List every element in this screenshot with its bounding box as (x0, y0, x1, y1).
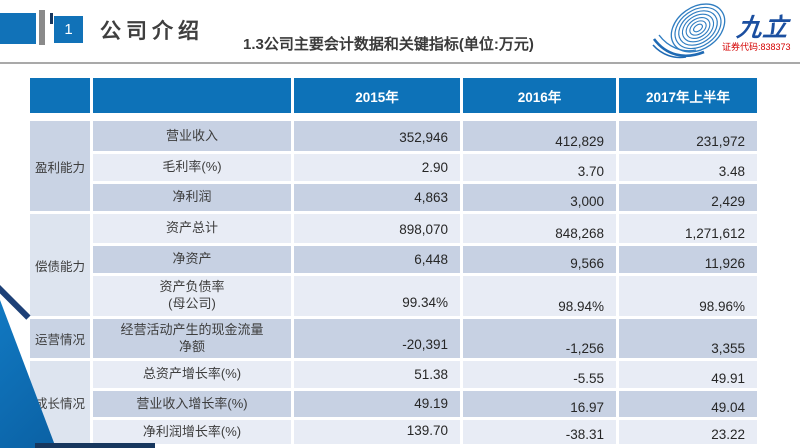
section-number-tick (50, 13, 53, 24)
header-cell-2016: 2016年 (463, 78, 616, 113)
value-2016: -1,256 (463, 319, 616, 358)
row-label: 资产负债率 (母公司) (93, 276, 291, 316)
row-label: 毛利率(%) (93, 154, 291, 181)
table-header-row: 2015年 2016年 2017年上半年 (30, 78, 757, 113)
fingerprint-swirl-icon (652, 3, 726, 59)
row-label: 净利润 (93, 184, 291, 211)
header-deco-gray-bar (39, 10, 45, 45)
header-cell-indicator (93, 78, 291, 113)
row-label: 营业收入增长率(%) (93, 391, 291, 417)
value-2017: 3.48 (619, 154, 757, 181)
value-2017: 231,972 (619, 121, 757, 151)
value-2017: 98.96% (619, 276, 757, 316)
value-2015: 4,863 (294, 184, 460, 211)
value-2016: 848,268 (463, 214, 616, 243)
value-2017: 49.91 (619, 361, 757, 388)
value-2015: 898,070 (294, 214, 460, 243)
company-logo: 九立 证券代码:838373 (652, 0, 800, 60)
value-2017: 1,271,612 (619, 214, 757, 243)
value-2017: 11,926 (619, 246, 757, 273)
section-title: 公司介绍 (100, 20, 204, 43)
value-2016: 3.70 (463, 154, 616, 181)
value-2017: 2,429 (619, 184, 757, 211)
logo-wordmark: 九立 (735, 14, 791, 42)
header-cell-category (30, 78, 90, 113)
value-2017: 49.04 (619, 391, 757, 417)
value-2016: 412,829 (463, 121, 616, 151)
value-2015: -20,391 (294, 319, 460, 358)
value-2015: 49.19 (294, 391, 460, 417)
value-2016: 16.97 (463, 391, 616, 417)
header-divider (0, 62, 800, 64)
row-label: 净利润增长率(%) (93, 420, 291, 444)
value-2015: 2.90 (294, 154, 460, 181)
value-2015: 352,946 (294, 121, 460, 151)
section-number-badge: 1 (54, 16, 83, 43)
row-label: 净资产 (93, 246, 291, 273)
category-profitability: 盈利能力 (30, 121, 90, 211)
value-2015: 6,448 (294, 246, 460, 273)
value-2015: 99.34% (294, 276, 460, 316)
securities-code: 证券代码:838373 (722, 42, 791, 52)
section-number: 1 (64, 21, 73, 38)
header-cell-2015: 2015年 (294, 78, 460, 113)
bottom-navy-bar (35, 443, 155, 448)
category-operations: 运营情况 (30, 319, 90, 358)
value-2016: 9,566 (463, 246, 616, 273)
category-solvency: 偿债能力 (30, 214, 90, 316)
table-body: 盈利能力 偿债能力 运营情况 成长情况 营业收入 352,946 412,829… (30, 121, 757, 444)
value-2016: -38.31 (463, 420, 616, 444)
value-2016: 3,000 (463, 184, 616, 211)
row-label: 资产总计 (93, 214, 291, 243)
value-2017: 23.22 (619, 420, 757, 444)
financial-indicators-table: 2015年 2016年 2017年上半年 盈利能力 偿债能力 运营情况 成长情况… (30, 78, 757, 444)
header-deco-rectangle (0, 13, 36, 44)
page-title: 1.3公司主要会计数据和关键指标(单位:万元) (243, 36, 534, 53)
value-2015: 139.70 (294, 420, 460, 444)
header-cell-2017h1: 2017年上半年 (619, 78, 757, 113)
row-label: 营业收入 (93, 121, 291, 151)
value-2017: 3,355 (619, 319, 757, 358)
row-label: 总资产增长率(%) (93, 361, 291, 388)
value-2016: -5.55 (463, 361, 616, 388)
value-2016: 98.94% (463, 276, 616, 316)
value-2015: 51.38 (294, 361, 460, 388)
row-label: 经营活动产生的现金流量 净额 (93, 319, 291, 358)
